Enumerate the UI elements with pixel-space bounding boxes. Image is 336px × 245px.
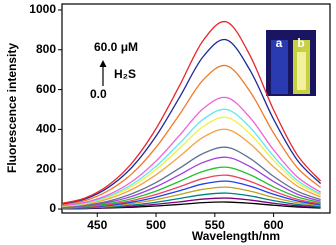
inset-label: a [276, 36, 283, 50]
arrow-head [99, 60, 107, 67]
annotation-top: 60.0 μM [94, 40, 138, 54]
x-tick-label: 600 [264, 218, 284, 232]
spectrum-line [62, 174, 321, 209]
x-tick-label: 500 [146, 218, 166, 232]
spectrum-line [62, 156, 321, 209]
spectrum-line [62, 128, 321, 208]
spectrum-line [62, 116, 321, 207]
spectrum-line [62, 192, 321, 210]
spectrum-line [62, 96, 321, 207]
y-tick-label: 0 [49, 201, 56, 215]
tube-b-glow [297, 52, 306, 90]
spectrum-line [62, 64, 322, 206]
spectrum-line [62, 186, 321, 210]
x-tick-label: 450 [87, 218, 107, 232]
y-tick-label: 800 [36, 42, 56, 56]
plot-frame [61, 3, 331, 214]
inset-photo: a b [266, 30, 316, 96]
x-tick-label: 550 [205, 218, 225, 232]
y-tick-label: 200 [36, 161, 56, 175]
y-tick-label: 400 [36, 122, 56, 136]
y-tick-label: 1000 [29, 2, 56, 16]
curves [62, 20, 322, 210]
y-axis-label: Fluorescence intensity [5, 43, 19, 173]
spectrum-line [62, 20, 322, 205]
spectrum-line [62, 146, 321, 208]
spectrum-line [62, 180, 321, 209]
spectrum-line [62, 38, 322, 205]
inset-label: b [297, 36, 304, 50]
annotation-analyte: H₂S [114, 67, 136, 81]
spectrum-line [62, 166, 321, 209]
annotation-bottom: 0.0 [90, 87, 107, 101]
y-tick-label: 600 [36, 82, 56, 96]
spectrum-line [62, 108, 321, 207]
tube-a [271, 40, 288, 94]
x-axis-label: Wavelength/nm [192, 229, 280, 243]
